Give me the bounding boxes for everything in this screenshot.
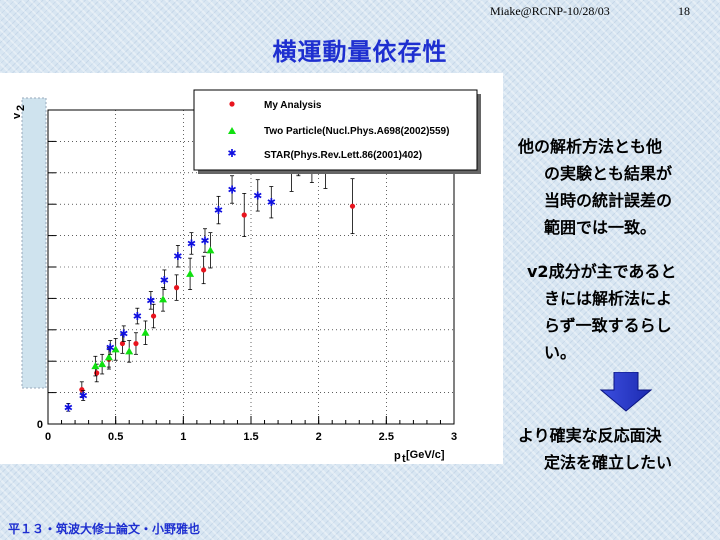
data-point: ✱ (267, 196, 276, 209)
x-tick-label: 0 (45, 431, 51, 443)
legend-label-0: My Analysis (264, 100, 322, 111)
data-point (186, 269, 195, 277)
data-point (119, 340, 126, 347)
x-axis-label: p t [GeV/c] (394, 449, 445, 464)
x-tick-label: 2.5 (379, 431, 394, 443)
ylabel-sub: 2 (15, 105, 27, 111)
bullet-line: 範囲では一致。 (544, 218, 657, 237)
data-point (173, 285, 180, 291)
x-axis-ticks: 0 0.5 1 1.5 2 2.5 3 (45, 416, 457, 443)
x-tick-label: 0.5 (108, 431, 123, 443)
data-point (125, 347, 134, 355)
data-point: ✱ (64, 401, 73, 414)
footer-citation: 平１３・筑波大修士論文・小野雅也 (8, 522, 201, 536)
data-point: ✱ (160, 274, 169, 287)
ylabel-box (21, 97, 47, 389)
bullet-v2-method: v2成分が主であると きには解析法によ らず一致するらし い。 (527, 258, 717, 366)
data-point: ✱ (227, 183, 236, 196)
bullet-line: きには解析法によ (544, 289, 673, 308)
data-point (91, 362, 100, 370)
data-point (111, 345, 120, 353)
legend-marker-0 (229, 101, 235, 107)
xlabel-unit: [GeV/c] (406, 449, 445, 461)
data-point: ✱ (146, 294, 155, 307)
legend: ✱ My Analysis Two Particle(Nucl.Phys.A69… (193, 89, 481, 174)
bullet-line: の実験とも結果が (544, 164, 673, 183)
bullet-line: v2成分が主であると (527, 262, 677, 281)
bullet-future: より確実な反応面決 定法を確立したい (518, 422, 716, 476)
legend-marker-2: ✱ (227, 147, 236, 160)
y-axis-label: v 2 (11, 105, 27, 119)
bullet-line: い。 (544, 343, 577, 362)
x-tick-label: 1.5 (243, 431, 258, 443)
data-point: ✱ (187, 237, 196, 250)
legend-label-2: STAR(Phys.Rev.Lett.86(2001)402) (264, 150, 422, 161)
data-point (201, 267, 207, 273)
data-point: ✱ (119, 328, 128, 341)
data-point (98, 360, 107, 368)
down-arrow-icon (599, 372, 653, 412)
data-point: ✱ (79, 390, 88, 403)
data-point (349, 203, 356, 209)
data-point: ✱ (173, 250, 182, 263)
v2-vs-pt-chart: 00.511.522.53 0 ✱✱✱✱✱✱✱✱✱✱✱✱✱✱✱✱✱ v 2 p … (11, 89, 481, 464)
bullet-line: 他の解析方法とも他 (518, 137, 663, 156)
bullet-line: 定法を確立したい (544, 453, 673, 472)
x-tick-label: 2 (316, 431, 322, 443)
x-tick-label: 3 (451, 431, 457, 443)
slide-title: 横運動量依存性 (272, 38, 448, 66)
data-point: ✱ (253, 189, 262, 202)
data-point (206, 246, 215, 254)
data-point (104, 353, 113, 361)
bullet-line: らず一致するらし (544, 316, 672, 335)
data-point (94, 370, 100, 376)
data-point (141, 328, 150, 336)
xlabel-main: p (394, 450, 401, 462)
data-point (159, 295, 168, 303)
data-point: ✱ (200, 235, 209, 248)
data-point: ✱ (214, 204, 223, 217)
data-point (150, 313, 157, 319)
xlabel-sub: t (402, 453, 406, 464)
data-point: ✱ (133, 310, 142, 323)
legend-marker-1 (228, 127, 236, 134)
bullet-line: より確実な反応面決 (518, 426, 662, 445)
bullet-line: 当時の統計誤差の (544, 191, 673, 210)
data-point (241, 212, 247, 218)
ylabel-main: v (11, 112, 23, 119)
y-tick-label: 0 (37, 419, 43, 431)
data-point (133, 340, 139, 347)
page-number: 18 (678, 4, 690, 18)
bullet-consistency: 他の解析方法とも他 の実験とも結果が 当時の統計誤差の 範囲では一致。 (518, 133, 716, 241)
legend-label-1: Two Particle(Nucl.Phys.A698(2002)559) (264, 126, 449, 137)
x-tick-label: 1 (180, 431, 186, 443)
slide-reference: Miake@RCNP-10/28/03 (490, 4, 610, 18)
chart-panel: 00.511.522.53 0 ✱✱✱✱✱✱✱✱✱✱✱✱✱✱✱✱✱ v 2 p … (0, 73, 503, 464)
y-axis-ticks: 0 (37, 140, 56, 431)
data-point: ✱ (106, 341, 115, 354)
